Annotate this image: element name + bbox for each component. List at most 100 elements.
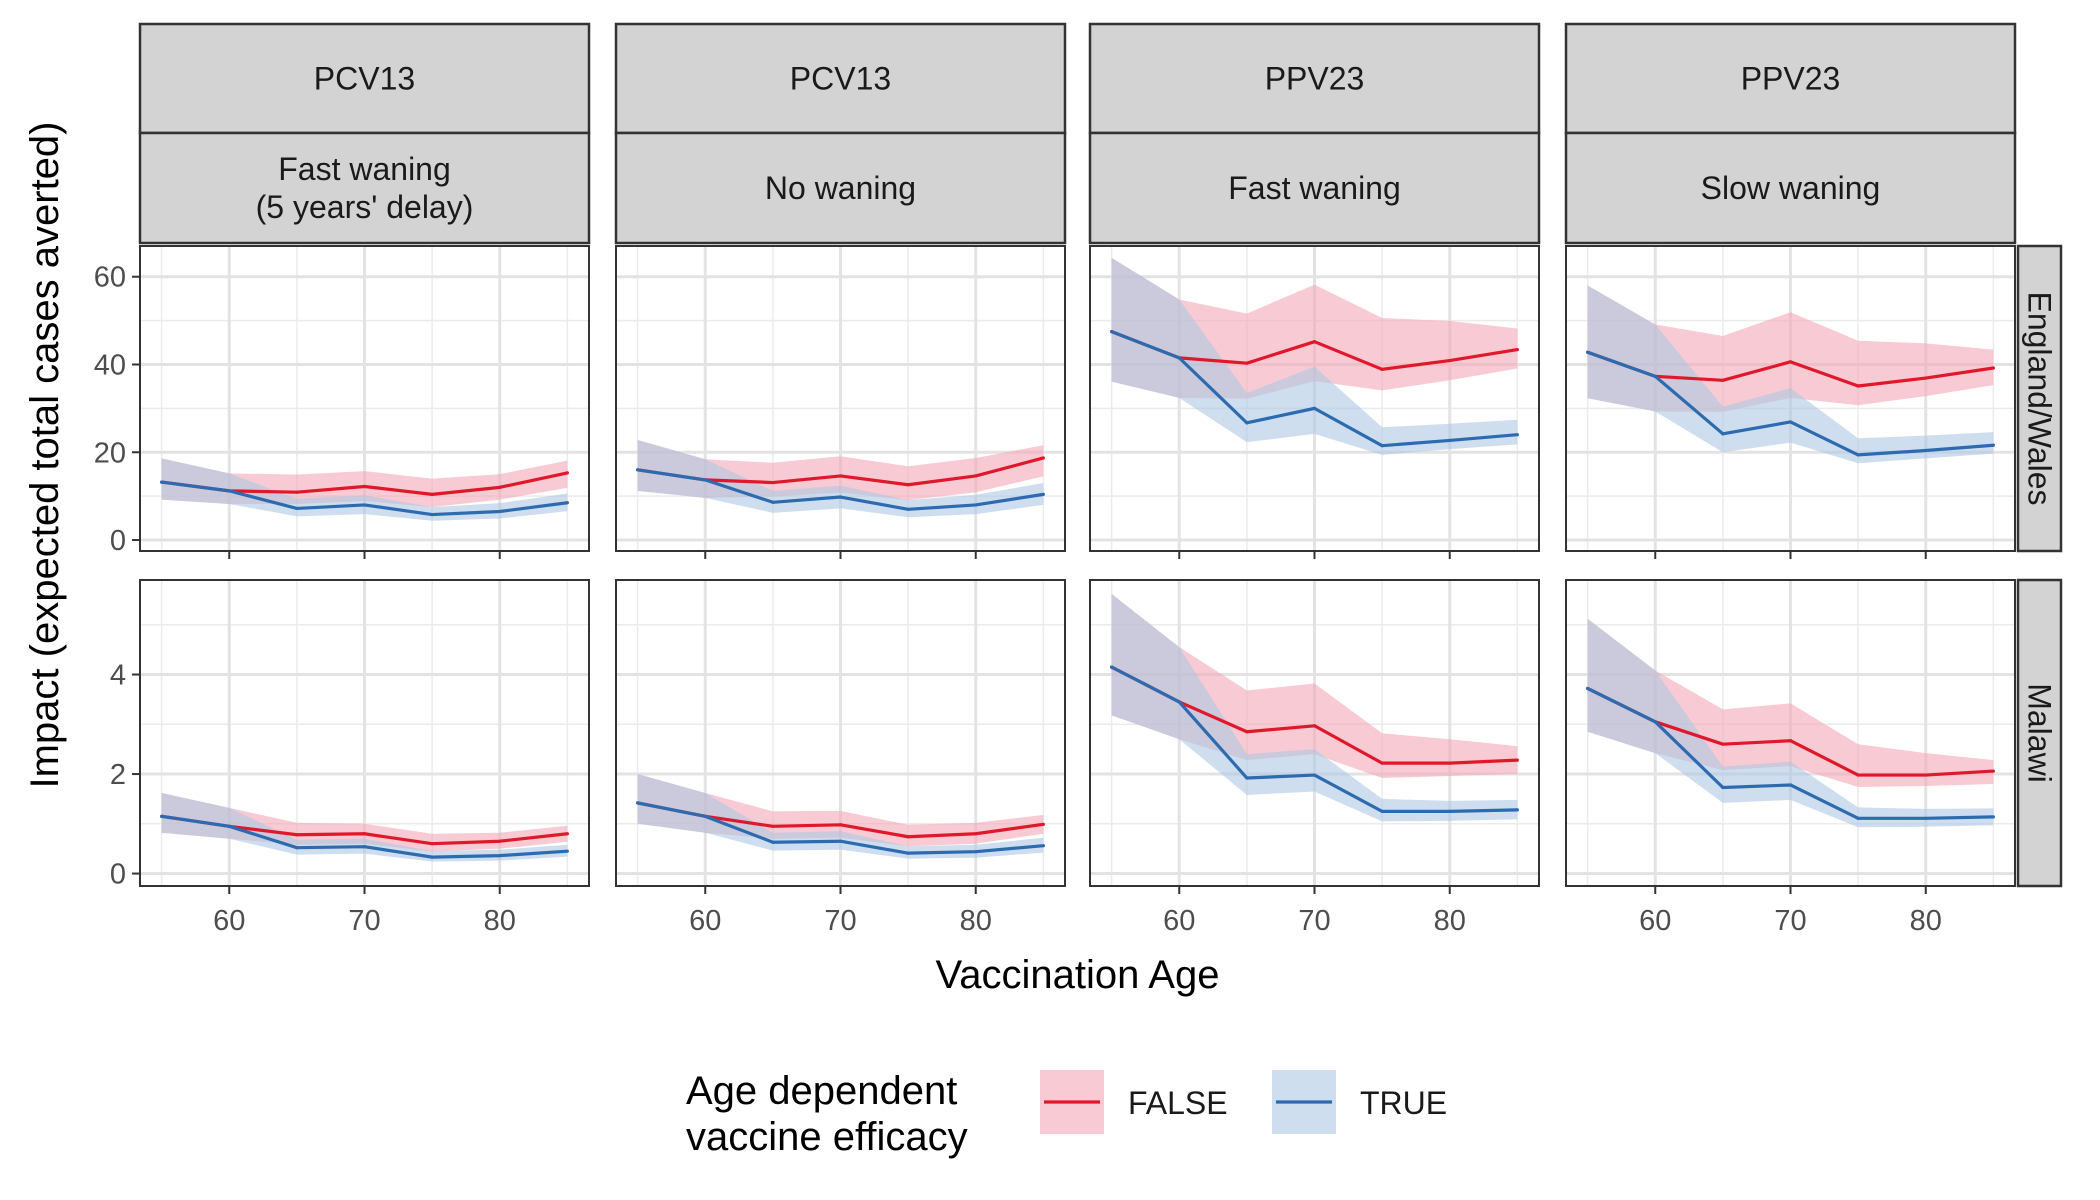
data-point-false <box>838 823 843 827</box>
x-tick-label: 70 <box>1298 905 1330 937</box>
panel-r1-c2: 60 70 80 <box>1089 579 1540 937</box>
legend-label-true: TRUE <box>1360 1085 1447 1121</box>
data-point-false <box>1721 378 1725 382</box>
data-point-true <box>498 854 502 858</box>
data-point-true <box>1041 844 1045 848</box>
strip-box-country <box>2016 244 2063 553</box>
data-point-false <box>974 474 978 478</box>
data-point-true <box>1380 809 1384 813</box>
panels-layer: 0 20 40 60 0 2 4 60 70 80 60 70 80 60 70 80 60 70 80 <box>94 245 2016 937</box>
data-point-false <box>1312 724 1317 728</box>
data-point-true <box>1721 432 1725 436</box>
data-point-true <box>906 507 910 511</box>
strip-label-waning: Fast waning <box>1228 170 1401 206</box>
y-tick-label: 4 <box>110 660 126 692</box>
data-point-true <box>1788 783 1793 787</box>
y-axis-title: Impact (expected total cases averted) <box>23 122 67 789</box>
ribbon-true <box>637 439 1044 518</box>
data-point-false <box>771 824 775 828</box>
x-tick-label: 70 <box>348 905 380 937</box>
x-tick-label: 60 <box>1639 905 1671 937</box>
x-tick-label: 80 <box>484 905 516 937</box>
data-point-true <box>1788 420 1793 424</box>
strip-label-vaccine: PPV23 <box>1741 61 1841 97</box>
strip-box-waning <box>614 131 1067 245</box>
ribbon-true <box>1111 593 1518 822</box>
data-point-false <box>498 839 502 843</box>
x-tick-label: 80 <box>960 905 992 937</box>
panel-r0-c3 <box>1565 245 2016 559</box>
data-point-true <box>160 480 164 484</box>
data-point-false <box>1312 340 1317 344</box>
y-tick-label: 0 <box>110 859 126 891</box>
data-point-false <box>362 832 367 836</box>
data-point-false <box>498 485 502 489</box>
panel-r0-c2 <box>1089 245 1540 559</box>
data-point-false <box>362 484 367 489</box>
ribbon-true <box>161 458 568 521</box>
data-point-true <box>1245 421 1249 425</box>
data-point-false <box>1991 769 1995 773</box>
data-point-true <box>160 814 164 818</box>
data-point-true <box>1177 356 1181 360</box>
data-point-true <box>295 506 299 511</box>
data-point-false <box>1788 739 1793 743</box>
data-point-true <box>498 509 502 514</box>
data-point-true <box>703 814 707 818</box>
x-tick-label: 80 <box>1434 905 1466 937</box>
data-point-true <box>974 503 978 507</box>
legend-title-line: vaccine efficacy <box>686 1115 968 1159</box>
data-point-false <box>295 490 299 494</box>
data-point-true <box>636 468 640 472</box>
data-point-true <box>974 850 978 854</box>
data-point-true <box>636 801 640 805</box>
data-point-false <box>906 483 910 487</box>
data-point-false <box>1856 384 1860 388</box>
x-tick-label: 60 <box>1163 905 1195 937</box>
ribbon-true <box>1587 618 1994 828</box>
y-tick-label: 0 <box>110 525 126 557</box>
data-point-true <box>565 849 569 853</box>
data-point-true <box>1380 444 1384 448</box>
data-point-false <box>838 474 843 478</box>
y-tick-label: 2 <box>110 759 126 791</box>
data-point-false <box>295 833 299 837</box>
data-point-false <box>1041 456 1045 460</box>
data-point-true <box>295 846 299 850</box>
panel-r1-c0: 0 2 4 60 70 80 <box>110 579 590 937</box>
strip-box-vaccine <box>1564 22 2017 135</box>
data-point-true <box>1924 816 1928 820</box>
data-point-false <box>430 492 434 496</box>
data-point-false <box>1515 758 1519 762</box>
data-point-true <box>1586 686 1590 691</box>
legend-title-line: Age dependent <box>686 1069 957 1113</box>
data-point-true <box>838 839 843 843</box>
data-point-true <box>1856 816 1860 820</box>
data-point-true <box>703 478 707 482</box>
ribbon-true <box>161 792 568 862</box>
ribbon-true <box>637 774 1044 859</box>
data-point-true <box>838 495 843 499</box>
data-point-false <box>1380 761 1384 765</box>
data-point-true <box>430 512 434 517</box>
data-point-true <box>1245 776 1249 780</box>
data-point-true <box>1110 329 1114 334</box>
data-point-true <box>1653 374 1657 378</box>
data-point-false <box>565 832 569 836</box>
strip-label-country: Malawi <box>2022 683 2058 783</box>
data-point-true <box>1515 808 1519 812</box>
data-point-true <box>430 855 434 859</box>
data-point-false <box>1924 376 1928 380</box>
data-point-false <box>1991 366 1995 370</box>
strip-label-waning: No waning <box>765 170 916 206</box>
data-point-false <box>1380 367 1384 371</box>
strip-label-waning: Slow waning <box>1701 170 1881 206</box>
data-point-true <box>1448 438 1452 443</box>
data-point-true <box>1991 443 1995 447</box>
data-point-true <box>1924 448 1928 453</box>
data-point-true <box>1991 815 1995 819</box>
panel-r0-c1 <box>615 245 1066 559</box>
legend-label-false: FALSE <box>1128 1085 1228 1121</box>
